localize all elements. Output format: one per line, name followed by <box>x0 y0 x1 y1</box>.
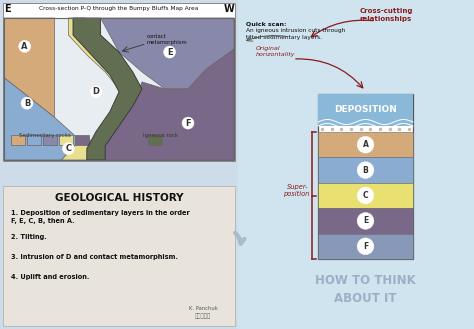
Text: C: C <box>363 191 368 200</box>
Polygon shape <box>105 49 234 160</box>
Text: 2. Tilting.: 2. Tilting. <box>11 234 47 240</box>
Bar <box>318 94 413 259</box>
Text: B: B <box>24 99 30 108</box>
Circle shape <box>63 143 74 155</box>
Text: A: A <box>21 42 28 51</box>
Bar <box>318 94 413 126</box>
Text: E: E <box>4 4 10 14</box>
Text: Super-
position: Super- position <box>283 184 309 197</box>
Circle shape <box>18 40 31 52</box>
Text: Original
horizontality: Original horizontality <box>256 46 295 57</box>
Text: B: B <box>363 165 368 175</box>
Text: Igneous rock: Igneous rock <box>143 133 179 138</box>
Polygon shape <box>4 78 80 160</box>
Circle shape <box>357 162 374 178</box>
Text: contact
metamorphism: contact metamorphism <box>146 34 187 45</box>
Circle shape <box>164 46 175 58</box>
Text: Cross-section P-Q through the Bumpy Bluffs Map Area: Cross-section P-Q through the Bumpy Bluf… <box>39 6 199 11</box>
Polygon shape <box>68 18 128 89</box>
Circle shape <box>90 86 102 98</box>
Bar <box>3 3 235 161</box>
FancyBboxPatch shape <box>27 135 41 145</box>
Text: 3. Intrusion of D and contact metamorphism.: 3. Intrusion of D and contact metamorphi… <box>11 254 178 260</box>
Bar <box>318 183 413 208</box>
Circle shape <box>357 213 374 229</box>
FancyBboxPatch shape <box>148 135 162 145</box>
Text: DEPOSITION: DEPOSITION <box>334 106 397 114</box>
Text: ⒸⓄⒸⓢⒶ: ⒸⓄⒸⓢⒶ <box>195 314 211 319</box>
Text: W: W <box>223 4 234 14</box>
Text: A: A <box>363 140 368 149</box>
Text: Sedimentary rocks: Sedimentary rocks <box>19 133 71 138</box>
Text: E: E <box>363 216 368 225</box>
Text: F: F <box>185 118 191 128</box>
Circle shape <box>21 97 33 109</box>
Polygon shape <box>4 18 55 117</box>
Text: F: F <box>363 242 368 251</box>
Text: D: D <box>92 87 100 96</box>
Bar <box>238 0 474 329</box>
Text: GEOLOGICAL HISTORY: GEOLOGICAL HISTORY <box>55 193 183 203</box>
Text: Quick scan:: Quick scan: <box>246 21 287 26</box>
Bar <box>318 234 413 259</box>
Polygon shape <box>62 140 105 160</box>
Circle shape <box>357 136 374 153</box>
Bar <box>318 208 413 234</box>
FancyBboxPatch shape <box>3 186 235 326</box>
FancyBboxPatch shape <box>59 135 73 145</box>
Text: Cross-cutting: Cross-cutting <box>359 8 413 14</box>
FancyBboxPatch shape <box>75 135 89 145</box>
Polygon shape <box>73 18 142 160</box>
Circle shape <box>357 187 374 204</box>
Bar <box>318 157 413 183</box>
Text: 4. Uplift and erosion.: 4. Uplift and erosion. <box>11 274 90 280</box>
Text: An igneous intrusion cuts through
tilted sedimentary layers.: An igneous intrusion cuts through tilted… <box>246 28 345 39</box>
Text: 1. Deposition of sedimentary layers in the order: 1. Deposition of sedimentary layers in t… <box>11 210 190 216</box>
FancyBboxPatch shape <box>43 135 57 145</box>
Text: relationships: relationships <box>360 16 412 22</box>
Text: K. Panchuk: K. Panchuk <box>189 306 218 311</box>
Text: E: E <box>167 48 173 57</box>
Bar <box>4 18 234 160</box>
Text: F, E, C, B, then A.: F, E, C, B, then A. <box>11 218 74 224</box>
Text: HOW TO THINK
ABOUT IT: HOW TO THINK ABOUT IT <box>315 274 416 305</box>
Circle shape <box>357 238 374 255</box>
Bar <box>318 132 413 157</box>
Bar <box>4 18 234 160</box>
Circle shape <box>182 117 194 129</box>
Text: C: C <box>65 144 72 153</box>
Polygon shape <box>100 18 234 89</box>
FancyBboxPatch shape <box>11 135 25 145</box>
